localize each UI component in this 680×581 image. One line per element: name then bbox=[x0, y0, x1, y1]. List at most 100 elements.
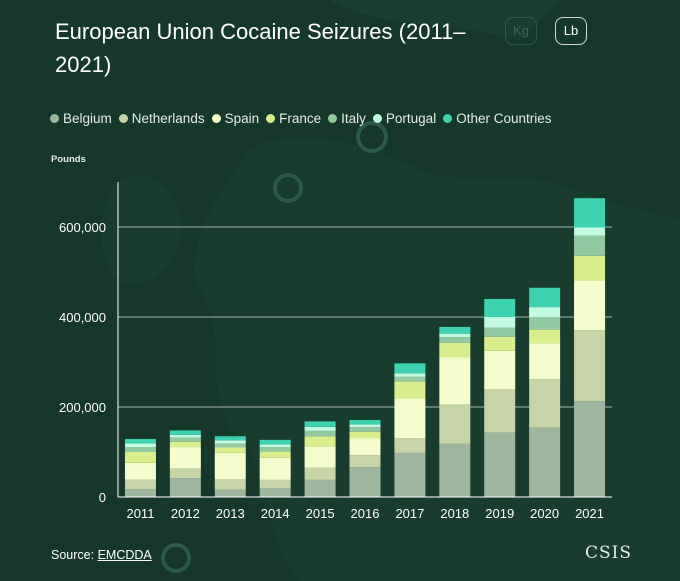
bar-segment-portugal-2017 bbox=[394, 373, 426, 377]
bar-segment-portugal-2019 bbox=[484, 317, 516, 328]
bar-segment-portugal-2015 bbox=[304, 426, 336, 431]
legend-label-france: France bbox=[279, 110, 322, 126]
bar-segment-italy-2021 bbox=[574, 235, 606, 256]
bar-segment-france-2011 bbox=[124, 452, 156, 463]
y-tick-label-400000: 400,000 bbox=[59, 310, 106, 325]
bar-segment-belgium-2011 bbox=[124, 489, 156, 497]
legend-item-france[interactable]: France bbox=[266, 111, 321, 126]
legend-item-belgium[interactable]: Belgium bbox=[50, 111, 112, 126]
bar-segment-netherlands-2014 bbox=[259, 479, 291, 488]
kg-unit-button[interactable]: Kg bbox=[505, 17, 537, 45]
legend-swatch-netherlands bbox=[118, 113, 128, 123]
source-link[interactable]: EMCDDA bbox=[97, 548, 152, 562]
bar-segment-other-countries-2011 bbox=[124, 438, 156, 444]
bar-segment-portugal-2018 bbox=[439, 333, 471, 338]
legend-label-spain: Spain bbox=[224, 110, 260, 126]
legend-label-belgium: Belgium bbox=[63, 110, 112, 126]
bar-segment-other-countries-2019 bbox=[484, 299, 516, 317]
bar-segment-belgium-2018 bbox=[439, 443, 471, 497]
bar-segment-italy-2015 bbox=[304, 430, 336, 437]
bar-segment-spain-2015 bbox=[304, 446, 336, 468]
bar-segment-belgium-2012 bbox=[169, 478, 201, 497]
chart-title: European Union Cocaine Seizures (2011–20… bbox=[55, 19, 466, 77]
bar-segment-netherlands-2012 bbox=[169, 468, 201, 479]
bar-segment-france-2013 bbox=[214, 447, 246, 453]
bar-segment-other-countries-2013 bbox=[214, 436, 246, 441]
source-label: Source: bbox=[51, 548, 95, 562]
legend-item-other-countries[interactable]: Other Countries bbox=[443, 111, 552, 126]
legend-item-spain[interactable]: Spain bbox=[211, 110, 260, 126]
bar-segment-netherlands-2013 bbox=[214, 479, 246, 490]
bar-segment-other-countries-2016 bbox=[349, 420, 381, 425]
bar-segment-spain-2013 bbox=[214, 452, 246, 479]
bar-segment-netherlands-2018 bbox=[439, 404, 471, 444]
bar-segment-spain-2018 bbox=[439, 357, 471, 405]
y-tick-label-600000: 600,000 bbox=[59, 220, 106, 235]
y-tick-label-200000: 200,000 bbox=[59, 400, 106, 415]
legend-label-italy: Italy bbox=[341, 110, 366, 126]
x-tick-label-2012: 2012 bbox=[171, 506, 200, 521]
bar-segment-spain-2017 bbox=[394, 398, 426, 439]
legend-item-netherlands[interactable]: Netherlands bbox=[118, 111, 205, 126]
csis-logo: CSIS bbox=[585, 543, 633, 563]
x-tick-label-2016: 2016 bbox=[351, 506, 380, 521]
bar-segment-portugal-2012 bbox=[169, 434, 201, 438]
bar-segment-belgium-2017 bbox=[394, 452, 426, 497]
bar-segment-italy-2019 bbox=[484, 327, 516, 337]
bar-segment-france-2016 bbox=[349, 431, 381, 439]
bar-segment-france-2015 bbox=[304, 436, 336, 447]
bar-segment-netherlands-2020 bbox=[529, 379, 561, 428]
bar-segment-france-2021 bbox=[574, 255, 606, 281]
bar-segment-belgium-2021 bbox=[574, 401, 606, 497]
lb-unit-button[interactable]: Lb bbox=[555, 17, 587, 45]
y-axis-unit-label: Pounds bbox=[51, 154, 86, 165]
legend-swatch-portugal bbox=[372, 113, 382, 123]
bar-segment-belgium-2016 bbox=[349, 467, 381, 497]
bar-segment-portugal-2014 bbox=[259, 444, 291, 448]
bar-segment-netherlands-2011 bbox=[124, 479, 156, 490]
legend-swatch-spain bbox=[211, 113, 221, 123]
bar-segment-italy-2018 bbox=[439, 337, 471, 343]
bar-segment-other-countries-2014 bbox=[259, 439, 291, 445]
bar-segment-belgium-2020 bbox=[529, 427, 561, 497]
x-tick-label-2019: 2019 bbox=[485, 506, 514, 521]
bar-segment-spain-2020 bbox=[529, 343, 561, 380]
bar-segment-portugal-2020 bbox=[529, 307, 561, 317]
bar-segment-other-countries-2017 bbox=[394, 363, 426, 374]
bar-segment-netherlands-2015 bbox=[304, 467, 336, 480]
bar-segment-italy-2017 bbox=[394, 376, 426, 382]
bar-segment-belgium-2013 bbox=[214, 489, 246, 497]
bar-segment-netherlands-2021 bbox=[574, 330, 606, 402]
bar-segment-belgium-2019 bbox=[484, 432, 516, 497]
bar-segment-netherlands-2016 bbox=[349, 455, 381, 468]
legend-item-portugal[interactable]: Portugal bbox=[372, 110, 437, 126]
legend-swatch-italy bbox=[328, 113, 338, 123]
bar-segment-spain-2012 bbox=[169, 447, 201, 469]
bar-segment-spain-2016 bbox=[349, 438, 381, 456]
bar-segment-italy-2013 bbox=[214, 443, 246, 448]
bar-segment-france-2018 bbox=[439, 342, 471, 358]
bar-segment-portugal-2021 bbox=[574, 227, 606, 236]
legend-label-portugal: Portugal bbox=[385, 110, 437, 126]
bar-segment-other-countries-2012 bbox=[169, 430, 201, 435]
legend-swatch-france bbox=[266, 113, 276, 123]
bar-segment-other-countries-2020 bbox=[529, 287, 561, 308]
bar-segment-italy-2012 bbox=[169, 437, 201, 442]
x-tick-label-2020: 2020 bbox=[530, 506, 559, 521]
bar-segment-spain-2021 bbox=[574, 280, 606, 331]
bar-segment-italy-2016 bbox=[349, 427, 381, 432]
bar-segment-spain-2019 bbox=[484, 350, 516, 389]
x-tick-label-2015: 2015 bbox=[306, 506, 335, 521]
x-tick-label-2017: 2017 bbox=[395, 506, 424, 521]
source-footer: Source: EMCDDA bbox=[51, 548, 152, 562]
bar-segment-italy-2014 bbox=[259, 447, 291, 452]
x-tick-label-2014: 2014 bbox=[261, 506, 290, 521]
bar-segment-other-countries-2015 bbox=[304, 421, 336, 427]
legend-swatch-belgium bbox=[50, 113, 59, 123]
bar-segment-spain-2014 bbox=[259, 457, 291, 480]
legend-swatch-other-countries bbox=[443, 113, 453, 123]
legend-item-italy[interactable]: Italy bbox=[328, 111, 366, 126]
x-tick-label-2013: 2013 bbox=[216, 506, 245, 521]
bar-segment-portugal-2011 bbox=[124, 443, 156, 448]
bar-segment-france-2017 bbox=[394, 381, 426, 399]
